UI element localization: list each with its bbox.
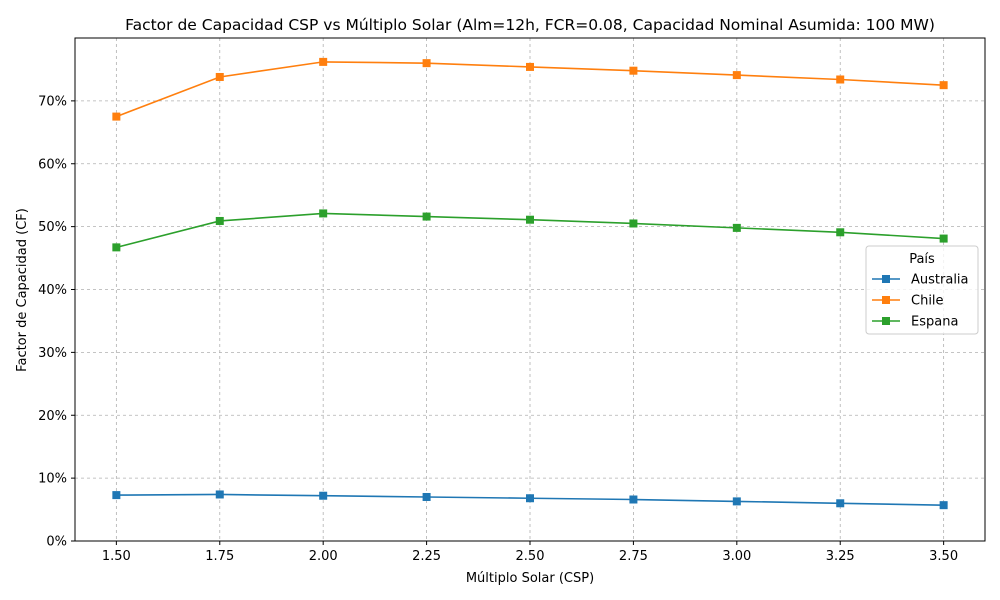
y-tick-label: 70%	[38, 94, 67, 109]
x-tick-label: 2.25	[412, 549, 441, 564]
y-tick-label: 40%	[38, 283, 67, 298]
data-point-espana	[319, 209, 328, 218]
data-point-australia	[526, 494, 534, 503]
x-tick-label: 3.00	[722, 549, 751, 564]
data-point-espana	[422, 212, 431, 221]
legend-marker-chile	[882, 296, 890, 304]
legend-marker-espana	[882, 317, 890, 325]
y-tick-label: 0%	[46, 535, 67, 550]
y-axis-label: Factor de Capacidad (CF)	[15, 208, 30, 372]
legend-label-australia: Australia	[911, 273, 969, 288]
series-group	[112, 57, 948, 510]
y-tick-label: 30%	[38, 346, 67, 361]
data-point-australia	[319, 491, 328, 500]
data-point-australia	[215, 490, 224, 499]
x-tick-label: 3.25	[826, 549, 855, 564]
data-point-chile	[939, 81, 948, 90]
y-tick-label: 60%	[38, 157, 67, 172]
data-point-espana	[836, 228, 845, 237]
legend-box	[865, 245, 979, 335]
data-point-australia	[836, 499, 845, 508]
legend-marker-australia	[882, 275, 890, 283]
x-tick-label: 1.75	[205, 549, 234, 564]
y-axis-ticks: 0% 10% 20% 30% 40% 50% 60% 70%	[38, 94, 75, 550]
data-point-australia	[732, 497, 741, 506]
x-tick-label: 2.50	[516, 549, 545, 564]
data-point-chile	[112, 112, 121, 121]
y-tick-label: 20%	[38, 409, 67, 424]
data-point-chile	[836, 75, 845, 84]
data-point-chile	[732, 71, 741, 80]
legend-label-chile: Chile	[911, 294, 944, 309]
data-point-espana	[732, 223, 741, 232]
x-tick-label: 3.50	[929, 549, 958, 564]
x-axis-ticks: 1.50 1.75 2.00 2.25 2.50 2.75 3.00 3.25 3.50	[102, 541, 958, 564]
data-point-australia	[629, 495, 638, 504]
data-point-australia	[112, 491, 121, 500]
data-point-australia	[422, 492, 431, 501]
legend: País Australia Chile Espana	[865, 245, 979, 335]
y-tick-label: 50%	[38, 220, 67, 235]
data-point-espana	[215, 216, 224, 225]
y-tick-label: 10%	[38, 472, 67, 487]
grid-lines	[75, 38, 985, 542]
data-point-chile	[526, 62, 534, 71]
data-point-chile	[215, 72, 224, 81]
x-axis-label: Múltiplo Solar (CSP)	[466, 571, 594, 586]
chart-title: Factor de Capacidad CSP vs Múltiplo Sola…	[125, 16, 935, 34]
data-point-chile	[422, 59, 431, 68]
legend-title: País	[909, 252, 935, 267]
x-tick-label: 2.75	[619, 549, 648, 564]
data-point-espana	[112, 243, 121, 252]
x-tick-label: 1.50	[102, 549, 131, 564]
data-point-chile	[629, 66, 638, 75]
data-point-espana	[526, 215, 534, 224]
legend-label-espana: Espana	[911, 315, 958, 330]
data-point-chile	[319, 57, 328, 66]
x-tick-label: 2.00	[309, 549, 338, 564]
data-point-australia	[939, 501, 948, 510]
data-point-espana	[939, 234, 948, 243]
data-point-espana	[629, 219, 638, 228]
